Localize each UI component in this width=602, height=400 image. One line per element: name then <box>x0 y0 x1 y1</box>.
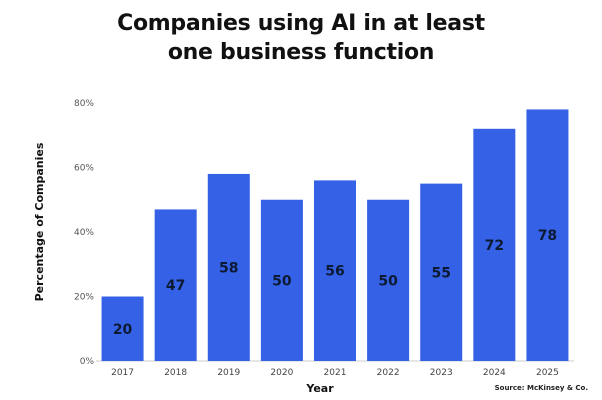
bar-2024 <box>473 128 516 361</box>
bar-value-label-2023: 55 <box>431 265 450 281</box>
y-axis-ticks: 0% 20% 40% 60% 80% <box>74 99 94 367</box>
bar-value-labels: 20 47 58 50 56 50 55 72 78 <box>113 228 557 338</box>
bar-2023 <box>420 183 463 361</box>
bar-2021 <box>314 180 356 361</box>
y-tick-label: 80% <box>74 99 94 109</box>
bar-value-label-2020: 50 <box>272 273 292 289</box>
bars <box>101 109 569 361</box>
x-tick-label-2025: 2025 <box>536 368 559 378</box>
y-axis-title: Percentage of Companies <box>33 142 46 301</box>
x-tick-label-2022: 2022 <box>377 368 400 378</box>
x-tick-label-2019: 2019 <box>217 368 240 378</box>
bar-2022 <box>367 199 410 361</box>
bar-2025 <box>526 109 569 361</box>
bar-value-label-2018: 47 <box>166 278 185 294</box>
x-tick-label-2021: 2021 <box>324 368 347 378</box>
bar-2019 <box>207 173 250 361</box>
y-tick-label: 20% <box>74 293 94 303</box>
chart-title-line-2: one business function <box>167 40 435 65</box>
bar-value-label-2019: 58 <box>219 260 238 276</box>
x-tick-label-2017: 2017 <box>111 368 134 378</box>
bar-value-label-2021: 56 <box>325 264 344 280</box>
y-tick-label: 0% <box>80 357 95 367</box>
bar-2020 <box>260 199 303 361</box>
bar-value-label-2025: 78 <box>538 228 557 244</box>
source-note: Source: McKinsey & Co. <box>494 384 588 392</box>
x-tick-label-2020: 2020 <box>270 368 293 378</box>
bar-value-label-2024: 72 <box>485 238 504 254</box>
y-tick-label: 60% <box>74 164 94 174</box>
y-tick-label: 40% <box>74 228 94 238</box>
chart-title-line-1: Companies using AI in at least <box>117 11 485 36</box>
x-axis-title: Year <box>305 382 334 395</box>
x-tick-label-2024: 2024 <box>483 368 506 378</box>
bar-2017 <box>101 296 144 361</box>
bar-2018 <box>154 209 197 361</box>
x-tick-label-2018: 2018 <box>164 368 187 378</box>
bar-value-label-2022: 50 <box>378 273 398 289</box>
x-axis-ticks: 2017 2018 2019 2020 2021 2022 2023 2024 2025 <box>111 368 559 378</box>
x-tick-label-2023: 2023 <box>430 368 453 378</box>
bar-value-label-2017: 20 <box>113 322 133 338</box>
